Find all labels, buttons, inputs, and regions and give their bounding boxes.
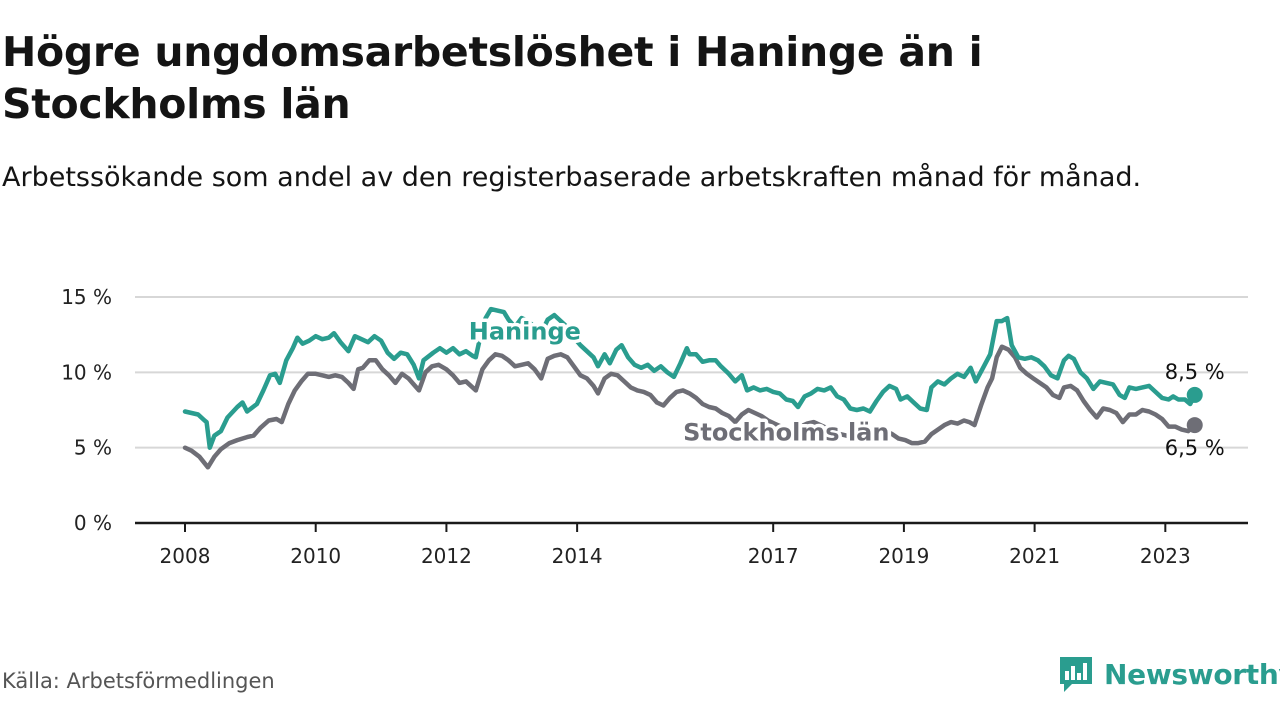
source-credit: Källa: Arbetsförmedlingen xyxy=(2,669,275,693)
x-tick-label: 2019 xyxy=(878,544,929,568)
x-tick-label: 2017 xyxy=(748,544,799,568)
series-name-label-haninge: Haninge xyxy=(469,318,581,346)
x-tick-label: 2021 xyxy=(1009,544,1060,568)
x-tick-label: 2023 xyxy=(1140,544,1191,568)
chart-title: Högre ungdomsarbetslöshet i Haninge än i… xyxy=(2,28,983,128)
y-tick-label: 0 % xyxy=(74,511,112,535)
series-name-label-stockholms-län: Stockholms län xyxy=(683,419,889,447)
x-tick-label: 2008 xyxy=(160,544,211,568)
newsworthy-logo-icon xyxy=(1060,657,1092,692)
y-tick-label: 5 % xyxy=(74,436,112,460)
series-line-haninge xyxy=(182,306,1197,450)
end-point-stockholms-län xyxy=(1186,417,1203,434)
series-line-stockholms-län xyxy=(182,344,1197,470)
x-tick-label: 2014 xyxy=(552,544,603,568)
x-tick-label: 2012 xyxy=(421,544,472,568)
y-tick-label: 10 % xyxy=(61,360,112,384)
end-value-label-stockholms-län: 6,5 % xyxy=(1165,436,1225,460)
end-point-haninge xyxy=(1186,386,1203,403)
y-tick-label: 15 % xyxy=(61,285,112,309)
newsworthy-logo-text: Newsworthy xyxy=(1104,657,1280,691)
x-tick-label: 2010 xyxy=(290,544,341,568)
end-value-label-haninge: 8,5 % xyxy=(1165,360,1225,384)
chart-subtitle: Arbetssökande som andel av den registerb… xyxy=(2,162,1142,193)
newsworthy-logo[interactable]: Newsworthy xyxy=(1058,654,1280,694)
line-chart: 0 % 5 % 10 % 15 % 2008 2010 2012 2014 2017 2019 20… xyxy=(61,285,1248,568)
